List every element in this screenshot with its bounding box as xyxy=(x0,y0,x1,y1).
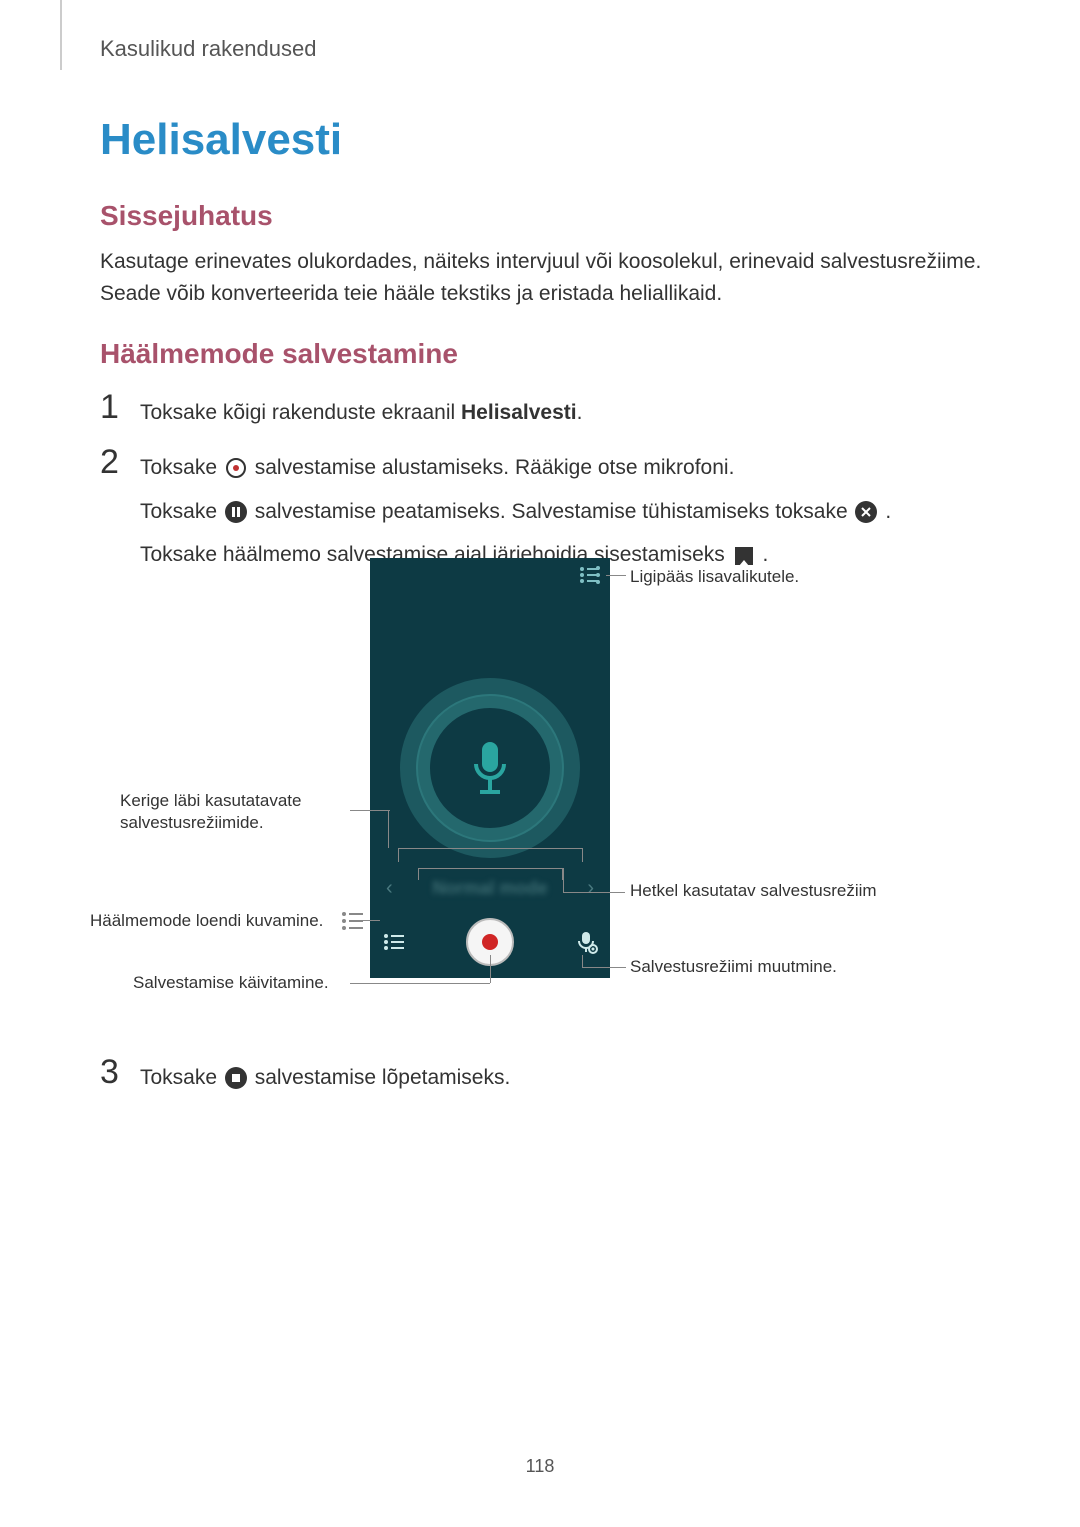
callout-more-options: Ligipääs lisavalikutele. xyxy=(630,566,799,588)
section-heading-recording: Häälmemode salvestamine xyxy=(100,338,458,370)
callout-change-mode: Salvestusrežiimi muutmine. xyxy=(630,956,837,978)
cancel-icon xyxy=(855,501,877,523)
phone-screenshot: ‹ Normal mode › xyxy=(370,558,610,978)
stop-icon xyxy=(225,1067,247,1089)
callout-bracket xyxy=(418,868,563,880)
s2l3b: . xyxy=(762,543,768,566)
callout-start-rec: Salvestamise käivitamine. xyxy=(133,972,348,994)
s2l2b: salvestamise peatamiseks. Salvestamise t… xyxy=(255,500,854,523)
pause-icon xyxy=(225,501,247,523)
more-options-glyph xyxy=(576,564,604,586)
callout-scroll-l1: Kerige läbi kasutatavate xyxy=(120,791,301,810)
callout-scroll-modes: Kerige läbi kasutatavate salvestusrežiim… xyxy=(120,790,350,834)
breadcrumb: Kasulikud rakendused xyxy=(100,36,316,62)
page-title: Helisalvesti xyxy=(100,115,342,165)
section-heading-intro: Sissejuhatus xyxy=(100,200,273,232)
step1-post: . xyxy=(577,401,583,424)
left-margin-rule xyxy=(60,0,62,70)
callout-bracket xyxy=(398,848,583,862)
step-number: 3 xyxy=(100,1055,140,1089)
callout-line xyxy=(582,955,583,967)
s2l1a: Toksake xyxy=(140,456,223,479)
step-number: 2 xyxy=(100,445,140,479)
s2l1b: salvestamise alustamiseks. Rääkige otse … xyxy=(255,456,735,479)
callout-line xyxy=(582,967,626,968)
step-2: 2 Toksake salvestamise alustamiseks. Rää… xyxy=(100,445,1000,572)
callout-line xyxy=(350,983,490,984)
list-glyph xyxy=(340,910,366,932)
callout-line xyxy=(350,810,390,811)
step-3: 3 Toksake salvestamise lõpetamiseks. xyxy=(100,1055,1000,1095)
callout-line xyxy=(490,955,491,983)
mode-change-icon[interactable] xyxy=(572,928,600,956)
s3b: salvestamise lõpetamiseks. xyxy=(255,1066,511,1089)
mode-label: Normal mode xyxy=(432,878,547,899)
step1-pre: Toksake kõigi rakenduste ekraanil xyxy=(140,401,461,424)
microphone-icon xyxy=(470,738,510,798)
bookmark-icon xyxy=(733,545,755,567)
callout-line xyxy=(563,868,564,893)
mic-visualizer xyxy=(400,678,580,858)
s3a: Toksake xyxy=(140,1066,223,1089)
step-1-text: Toksake kõigi rakenduste ekraanil Helisa… xyxy=(140,390,582,430)
callout-list-memos: Häälmemode loendi kuvamine. xyxy=(90,910,350,932)
page-number: 118 xyxy=(526,1456,555,1477)
chevron-right-icon[interactable]: › xyxy=(581,877,600,900)
s2l2c: . xyxy=(885,500,891,523)
memo-list-icon[interactable] xyxy=(380,928,408,956)
callout-line xyxy=(563,892,625,893)
step-2-text: Toksake salvestamise alustamiseks. Rääki… xyxy=(140,445,891,572)
callout-current-mode: Hetkel kasutatav salvestusrežiim xyxy=(630,880,877,902)
callout-line xyxy=(606,575,626,576)
step-3-text: Toksake salvestamise lõpetamiseks. xyxy=(140,1055,510,1095)
chevron-left-icon[interactable]: ‹ xyxy=(380,877,399,900)
intro-body: Kasutage erinevates olukordades, näiteks… xyxy=(100,246,1000,309)
s2l2a: Toksake xyxy=(140,500,223,523)
callout-scroll-l2: salvestusrežiimide. xyxy=(120,813,264,832)
step1-bold: Helisalvesti xyxy=(461,401,577,424)
callout-line xyxy=(388,810,389,848)
record-start-icon xyxy=(225,457,247,479)
step-number: 1 xyxy=(100,390,140,424)
step-1: 1 Toksake kõigi rakenduste ekraanil Heli… xyxy=(100,390,1000,430)
